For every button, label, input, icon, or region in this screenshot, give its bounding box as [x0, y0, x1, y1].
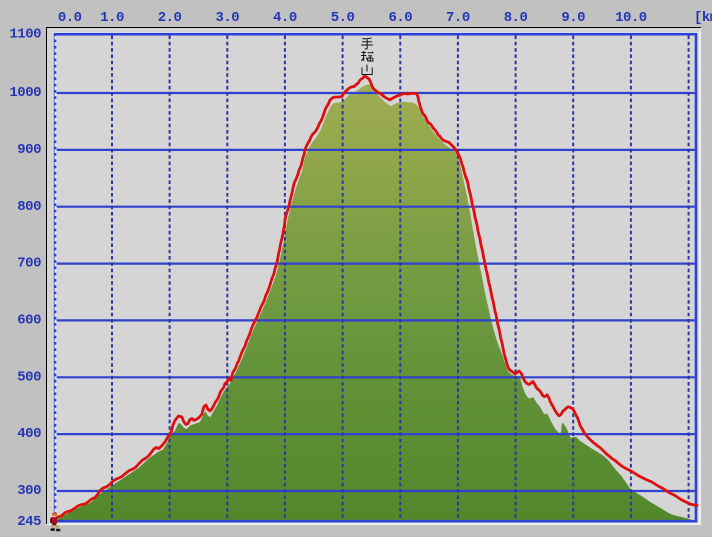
svg-text:1100: 1100 [9, 27, 41, 43]
svg-text:3.0: 3.0 [215, 10, 239, 26]
svg-text:6.0: 6.0 [388, 10, 412, 26]
svg-text:2.0: 2.0 [158, 10, 182, 26]
svg-text:10.0: 10.0 [615, 10, 647, 26]
svg-text:1.0: 1.0 [100, 10, 124, 26]
svg-text:8.0: 8.0 [504, 10, 528, 26]
svg-text:300: 300 [17, 483, 41, 499]
svg-text:600: 600 [17, 313, 41, 329]
svg-text:0.0: 0.0 [58, 10, 82, 26]
svg-text:800: 800 [17, 199, 41, 215]
svg-text:9.0: 9.0 [561, 10, 585, 26]
svg-text:400: 400 [17, 426, 41, 442]
svg-text:4.0: 4.0 [273, 10, 297, 26]
svg-text:[km]: [km] [694, 10, 712, 26]
svg-text:245: 245 [17, 514, 41, 530]
svg-text:900: 900 [17, 142, 41, 158]
svg-text:700: 700 [17, 256, 41, 272]
svg-text:500: 500 [17, 369, 41, 385]
svg-text:1000: 1000 [9, 85, 41, 101]
svg-text:7.0: 7.0 [446, 10, 470, 26]
svg-text:5.0: 5.0 [331, 10, 355, 26]
